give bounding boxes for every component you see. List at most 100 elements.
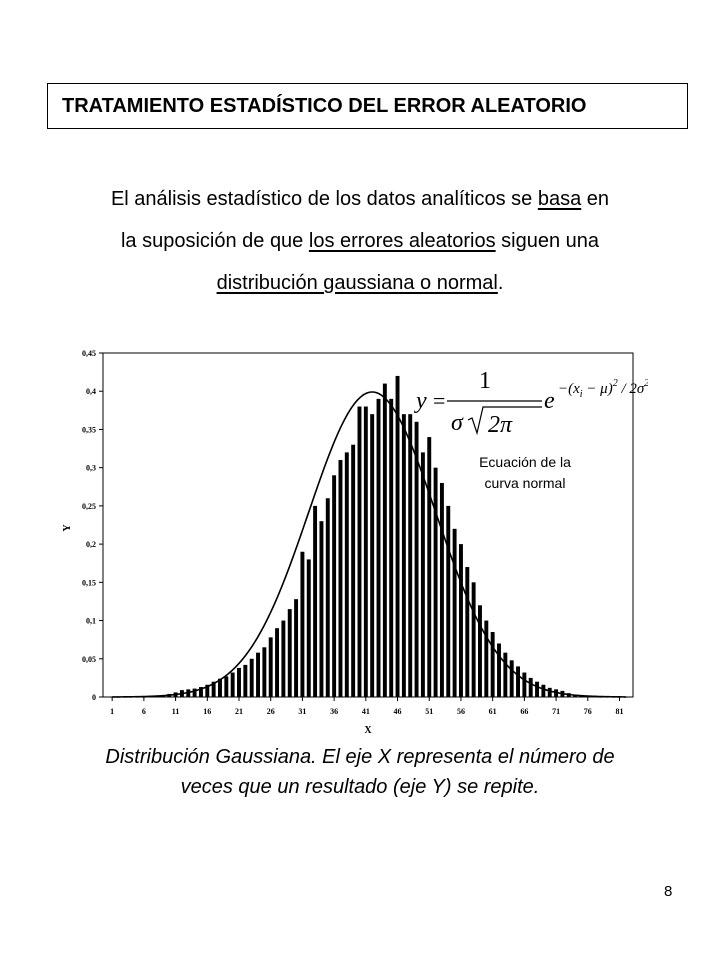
bar (110, 697, 115, 698)
y-tick-label: 0,35 (82, 425, 96, 434)
bar (262, 647, 267, 697)
equation-two-pi: 2π (488, 412, 513, 438)
x-tick-label: 66 (520, 707, 528, 716)
paragraph-line-3: distribución gaussiana o normal. (40, 272, 680, 295)
exponent-part: −(x (558, 381, 580, 397)
x-tick-label: 41 (362, 707, 370, 716)
bar (420, 452, 425, 697)
text: El análisis estadístico de los datos ana… (110, 188, 538, 210)
paragraph-line-2: la suposición de que los errores aleator… (40, 230, 680, 253)
bar (338, 460, 343, 697)
bar (294, 599, 299, 697)
x-tick-label: 6 (142, 707, 146, 716)
x-tick-label: 36 (330, 707, 338, 716)
bar (408, 414, 413, 697)
text: en (581, 188, 610, 210)
bar (433, 467, 438, 697)
page-title: TRATAMIENTO ESTADÍSTICO DEL ERROR ALEATO… (62, 95, 587, 117)
x-axis-label: X (364, 725, 372, 736)
text: la suposición de que (120, 230, 309, 252)
bar (547, 687, 552, 697)
sqrt-sign (467, 406, 542, 436)
exponent-part: − μ) (583, 381, 613, 397)
bar (243, 664, 248, 697)
bar (211, 681, 216, 697)
x-tick-label: 16 (203, 707, 211, 716)
y-tick-label: 0 (92, 693, 96, 702)
bar (306, 559, 311, 697)
x-tick-label: 61 (489, 707, 497, 716)
x-tick-label: 46 (394, 707, 402, 716)
bar (414, 421, 419, 697)
underlined-text: los errores aleatorios (308, 230, 496, 252)
bar (351, 444, 356, 697)
underlined-text: basa (537, 188, 582, 210)
y-tick-label: 0,45 (82, 349, 96, 358)
text: . (497, 272, 504, 294)
equation-equals: = (433, 388, 445, 413)
bar (389, 398, 394, 697)
bar (275, 628, 280, 697)
gaussian-chart: 00,050,10,150,20,250,30,350,40,45 1 6 11 16… (62, 349, 648, 736)
x-tick-label: 56 (457, 707, 465, 716)
paragraph-line-1: El análisis estadístico de los datos ana… (40, 188, 680, 211)
bar (484, 620, 489, 697)
bar (452, 528, 457, 697)
bar (465, 567, 470, 697)
bar (382, 383, 387, 697)
x-tick-label: 51 (425, 707, 433, 716)
bar (268, 637, 273, 697)
y-tick-label: 0,2 (86, 540, 96, 549)
bar (439, 482, 444, 697)
bar (363, 406, 368, 697)
y-tick-label: 0,15 (82, 578, 96, 587)
bar (522, 672, 527, 697)
bar (224, 676, 229, 697)
plot-area (102, 352, 634, 698)
x-tick-label: 26 (267, 707, 275, 716)
caption-line-2: veces que un resultado (eje Y) se repite… (180, 776, 540, 798)
x-tick-label: 21 (235, 707, 243, 716)
bar (427, 437, 432, 697)
y-tick-label: 0,3 (86, 464, 96, 473)
y-tick-label: 0,05 (82, 655, 96, 664)
bar (516, 666, 520, 697)
bar (192, 688, 197, 697)
equation-numerator: 1 (479, 368, 491, 394)
equation-y: y (414, 388, 427, 414)
bar (401, 414, 406, 697)
normal-curve (112, 391, 626, 698)
bar (478, 605, 482, 697)
equation-note-line-2: curva normal (485, 475, 566, 491)
bar (528, 677, 533, 697)
bar (230, 672, 235, 697)
page-number: 8 (664, 883, 673, 900)
caption-line-1: Distribución Gaussiana. El eje X represe… (105, 746, 615, 768)
bar (198, 687, 203, 697)
bar (287, 609, 292, 697)
bar (332, 475, 337, 697)
equation-sigma: σ (451, 410, 464, 436)
x-tick-label: 76 (584, 707, 592, 716)
bar (344, 452, 349, 697)
x-tick-label: 1 (110, 707, 114, 716)
bar (458, 544, 463, 697)
y-tick-label: 0,1 (86, 617, 96, 626)
x-tick-label: 11 (172, 707, 180, 716)
bar (357, 406, 362, 697)
bar (376, 398, 381, 697)
exponent-subscript: i (580, 389, 583, 400)
text: siguen una (495, 230, 600, 252)
svg-text:−(xi − μ)2 / 2σ2: −(xi − μ)2 / 2σ2 (558, 378, 648, 400)
title-box: TRATAMIENTO ESTADÍSTICO DEL ERROR ALEATO… (47, 83, 688, 129)
bar (471, 582, 476, 697)
bar (249, 658, 254, 697)
bar (490, 632, 495, 697)
bar (281, 620, 286, 697)
equation-e: e (544, 388, 555, 414)
bar (325, 498, 330, 697)
bar (218, 678, 222, 697)
normal-equation: y = 1 σ 2π e −(xi − μ)2 / 2σ2 (414, 368, 648, 438)
bar (503, 652, 508, 697)
bar (205, 684, 210, 697)
